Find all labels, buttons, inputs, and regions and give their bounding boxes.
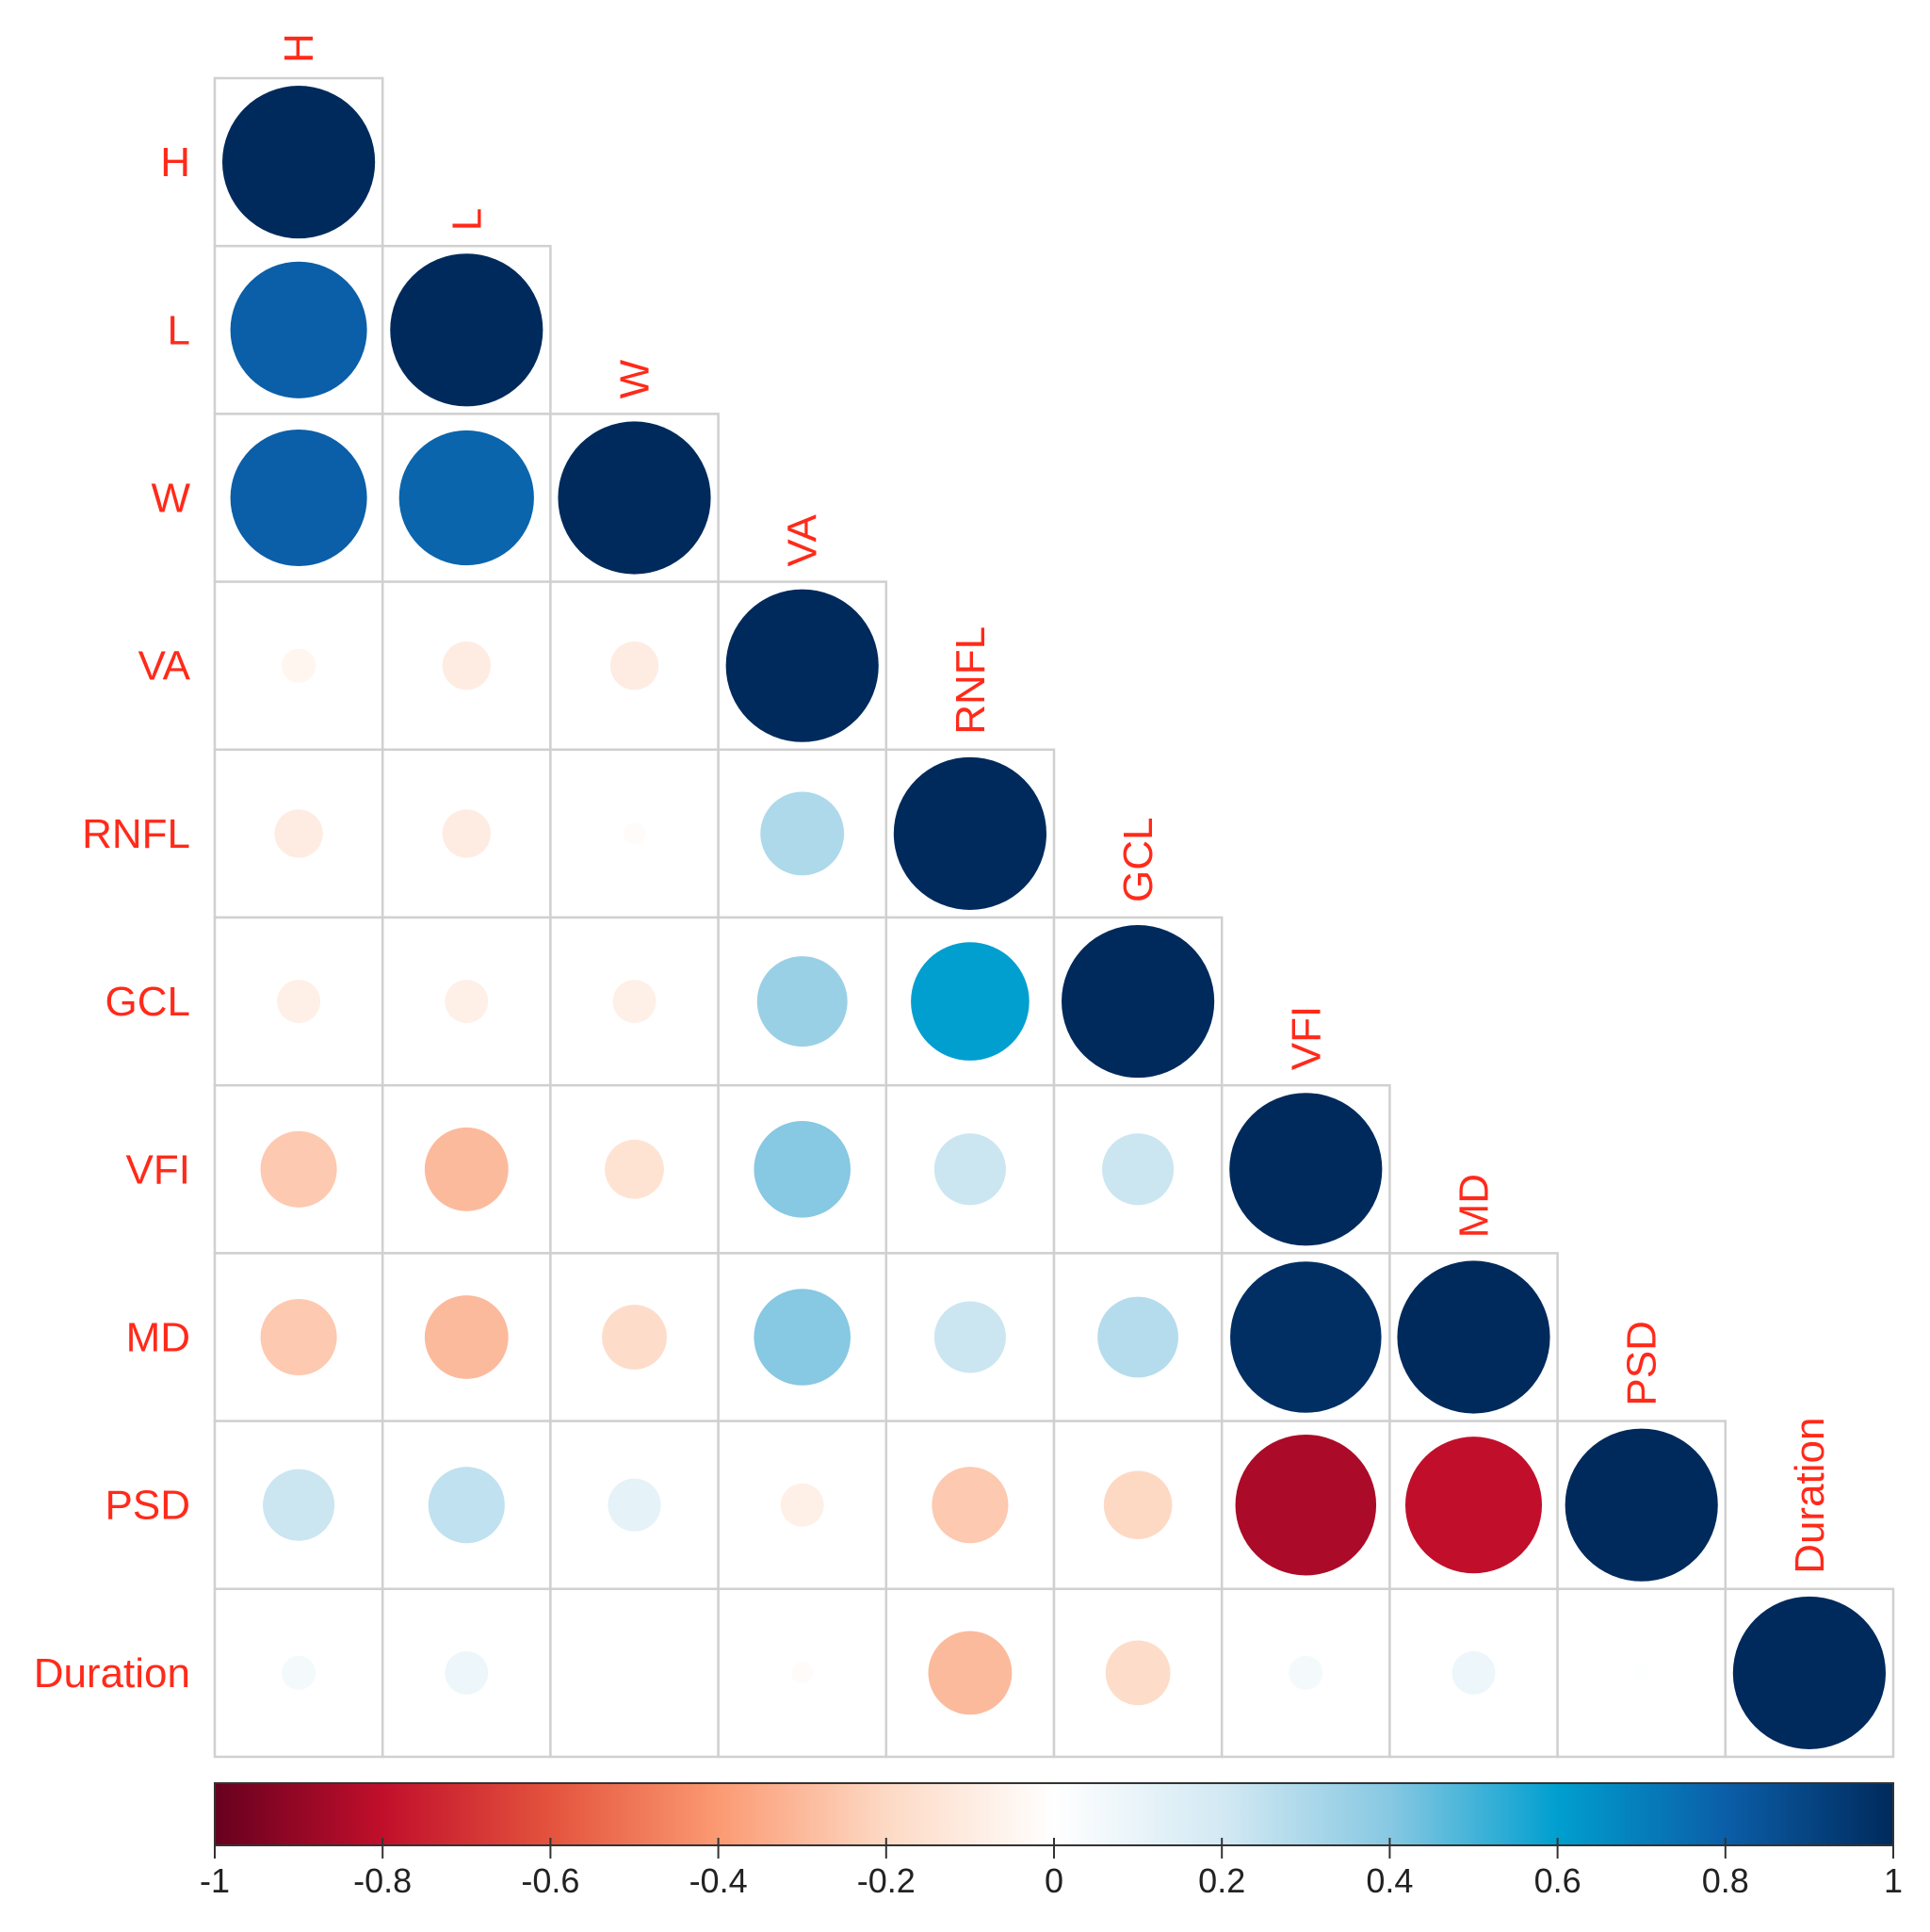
colorbar-tick-label: -0.2 <box>857 1861 916 1900</box>
corr-circle-VFI-VA <box>754 1121 851 1218</box>
corr-circle-PSD-PSD <box>1565 1428 1718 1582</box>
corr-circle-RNFL-RNFL <box>893 756 1046 910</box>
column-label-RNFL: RNFL <box>948 626 994 735</box>
corr-circle-RNFL-H <box>274 809 323 858</box>
column-labels: H L W VA RNFL GCL VFI MD PSD Duration <box>276 33 1833 1574</box>
column-label-MD: MD <box>1452 1174 1498 1238</box>
corr-circle-Duration-MD <box>1452 1650 1496 1695</box>
corr-circle-PSD-GCL <box>1103 1470 1173 1539</box>
corr-circle-GCL-RNFL <box>911 942 1030 1061</box>
corr-circle-PSD-W <box>608 1478 661 1532</box>
corr-circle-MD-L <box>424 1295 509 1379</box>
corr-circle-VA-L <box>442 641 491 690</box>
corr-circle-Duration-VFI <box>1289 1655 1323 1691</box>
column-label-GCL: GCL <box>1115 818 1161 902</box>
corr-circle-VFI-RNFL <box>933 1133 1006 1206</box>
corr-circle-GCL-H <box>277 980 321 1024</box>
corr-circle-VA-VA <box>725 589 879 742</box>
row-label-L: L <box>168 307 190 353</box>
colorbar-tick-label: 1 <box>1884 1861 1903 1900</box>
corr-circle-W-H <box>230 429 367 567</box>
row-label-GCL: GCL <box>105 979 190 1025</box>
corr-circle-L-L <box>390 253 543 407</box>
corr-circle-GCL-W <box>612 980 657 1024</box>
corr-circle-Duration-PSD <box>1633 1664 1649 1681</box>
corr-circle-VA-H <box>281 648 316 683</box>
corr-circle-PSD-H <box>263 1469 335 1541</box>
corr-circle-MD-VFI <box>1230 1261 1382 1413</box>
corr-circle-RNFL-VA <box>760 791 845 876</box>
correlation-matrix <box>213 76 1895 1759</box>
corr-circle-VFI-VFI <box>1229 1093 1383 1246</box>
corr-circle-PSD-VA <box>780 1483 824 1527</box>
row-label-H: H <box>160 139 190 186</box>
column-label-VFI: VFI <box>1283 1006 1329 1070</box>
row-label-W: W <box>151 476 190 522</box>
corr-circle-Duration-Duration <box>1732 1596 1886 1749</box>
colorbar: -1 -0.8 -0.6 -0.4 -0.2 0 0.2 0.4 0.6 0.8 1 <box>200 1782 1903 1900</box>
corr-circle-Duration-L <box>445 1650 489 1695</box>
corr-circle-MD-RNFL <box>933 1301 1006 1373</box>
corr-circle-MD-MD <box>1397 1260 1550 1414</box>
row-labels: H L W VA RNFL GCL VFI MD PSD Duration <box>34 139 191 1697</box>
column-label-Duration: Duration <box>1787 1417 1833 1573</box>
row-label-VFI: VFI <box>126 1146 190 1193</box>
column-label-PSD: PSD <box>1619 1321 1665 1405</box>
corr-circle-MD-VA <box>754 1289 851 1386</box>
corr-circle-PSD-RNFL <box>932 1467 1009 1544</box>
row-label-RNFL: RNFL <box>82 811 190 857</box>
corr-circle-PSD-L <box>428 1467 505 1544</box>
corr-circle-W-L <box>398 430 534 566</box>
corr-circle-Duration-VA <box>791 1662 814 1684</box>
corr-circle-PSD-MD <box>1404 1437 1543 1574</box>
colorbar-tick-label: -1 <box>200 1861 230 1900</box>
colorbar-tick-label: -0.4 <box>689 1861 748 1900</box>
cell-Duration-W <box>549 1587 720 1759</box>
corr-circle-VFI-W <box>605 1139 664 1199</box>
corr-circle-Duration-GCL <box>1105 1640 1171 1706</box>
colorbar-tick-label: 0.8 <box>1702 1861 1749 1900</box>
column-label-VA: VA <box>780 514 826 567</box>
colorbar-gradient <box>214 1782 1894 1846</box>
corr-circle-GCL-L <box>445 980 489 1024</box>
cell-RNFL-VA <box>717 748 888 919</box>
corr-circle-VA-W <box>609 641 659 690</box>
colorbar-tick-label: 0.2 <box>1198 1861 1245 1900</box>
corr-circle-PSD-VFI <box>1235 1434 1377 1576</box>
column-label-W: W <box>612 359 658 398</box>
colorbar-tick-label: -0.6 <box>521 1861 579 1900</box>
corr-circle-RNFL-L <box>442 809 491 858</box>
corr-circle-L-H <box>230 261 367 398</box>
column-label-H: H <box>276 33 322 63</box>
row-label-VA: VA <box>138 643 191 690</box>
corr-circle-Duration-H <box>281 1655 316 1691</box>
row-label-PSD: PSD <box>105 1483 190 1529</box>
corr-circle-H-H <box>222 86 376 239</box>
row-label-Duration: Duration <box>34 1650 190 1697</box>
corr-circle-GCL-VA <box>756 956 848 1047</box>
corr-circle-W-W <box>558 421 711 575</box>
corr-circle-MD-W <box>602 1305 667 1370</box>
colorbar-tick-label: 0 <box>1045 1861 1063 1900</box>
colorbar-tick-label: 0.6 <box>1534 1861 1581 1900</box>
corr-circle-RNFL-W <box>624 822 645 845</box>
column-label-L: L <box>444 208 490 231</box>
corr-circle-VFI-L <box>424 1127 509 1211</box>
corr-circle-GCL-GCL <box>1062 925 1215 1079</box>
cell-PSD-W <box>549 1420 720 1591</box>
corr-circle-Duration-RNFL <box>928 1631 1013 1715</box>
corr-circle-VFI-H <box>260 1130 337 1208</box>
colorbar-tick-label: 0.4 <box>1366 1861 1413 1900</box>
corr-circle-VFI-GCL <box>1102 1133 1175 1206</box>
corr-circle-MD-GCL <box>1097 1296 1179 1378</box>
row-label-MD: MD <box>126 1315 190 1361</box>
corr-circle-MD-H <box>260 1298 337 1376</box>
cell-VA-L <box>381 580 552 752</box>
cell-VFI-H <box>213 1083 384 1255</box>
colorbar-tick-label: -0.8 <box>353 1861 412 1900</box>
